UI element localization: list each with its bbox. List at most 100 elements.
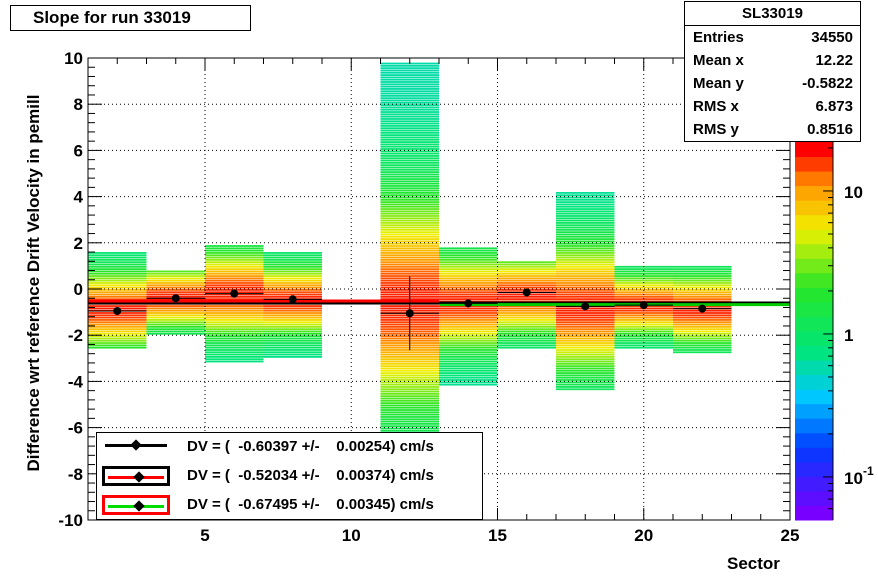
grid-lines	[88, 58, 790, 520]
heatmap-bin	[556, 309, 615, 312]
heatmap-bin	[439, 254, 498, 257]
heatmap-bin	[380, 238, 439, 240]
heatmap-bin	[673, 328, 732, 331]
heatmap-bin	[614, 272, 673, 275]
heatmap-bin	[380, 413, 439, 416]
stats-key: RMS x	[693, 98, 739, 115]
heatmap-bin	[556, 191, 615, 194]
heatmap-bin	[439, 335, 498, 338]
heatmap-bin	[380, 81, 439, 83]
heatmap-bin	[556, 381, 615, 384]
heatmap-bin	[439, 358, 498, 361]
heatmap-bin	[556, 222, 615, 224]
heatmap-bin	[380, 92, 439, 95]
heatmap-bin	[497, 265, 556, 268]
heatmap-bin	[556, 289, 615, 291]
heatmap-bin	[673, 351, 732, 354]
heatmap-bin	[380, 168, 439, 171]
heatmap-bin	[88, 286, 147, 289]
heatmap-bin	[497, 332, 556, 335]
heatmap-bin	[439, 372, 498, 374]
heatmap-bin	[263, 261, 322, 264]
heatmap-bin	[556, 314, 615, 317]
legend: DV = ( -0.60397 +/- 0.00254) cm/s DV = (…	[96, 432, 483, 520]
heatmap-bin	[263, 252, 322, 254]
heatmap-bin	[380, 247, 439, 250]
heatmap-bin	[673, 312, 732, 314]
heatmap-bin	[439, 346, 498, 349]
heatmap-bin	[380, 263, 439, 266]
heatmap-bin	[88, 344, 147, 347]
heatmap-bin	[439, 349, 498, 351]
heatmap-bin	[146, 332, 205, 335]
heatmap-bin	[439, 268, 498, 271]
heatmap-bin	[556, 275, 615, 277]
heatmap-bin	[263, 282, 322, 284]
heatmap-bin	[88, 261, 147, 264]
heatmap-bin	[380, 101, 439, 104]
stats-value: 0.8516	[807, 121, 853, 138]
palette-cell	[795, 505, 833, 521]
legend-text: DV = ( -0.60397 +/- 0.00254) cm/s	[187, 438, 434, 455]
heatmap-bin	[673, 319, 732, 321]
heatmap-bin	[556, 358, 615, 361]
stats-value: 6.873	[815, 98, 853, 115]
heatmap-bin	[614, 319, 673, 321]
heatmap-bin	[380, 258, 439, 261]
palette-cell	[795, 476, 833, 492]
heatmap-bin	[88, 321, 147, 324]
heatmap-bin	[497, 337, 556, 340]
heatmap-bin	[439, 337, 498, 340]
heatmap-bin	[380, 108, 439, 111]
heatmap-bin	[556, 228, 615, 231]
heatmap-bin	[380, 219, 439, 222]
heatmap-bin	[380, 205, 439, 208]
profile-point	[171, 294, 180, 303]
heatmap-bin	[673, 279, 732, 282]
heatmap-bin	[380, 127, 439, 130]
heatmap-bin	[673, 284, 732, 287]
heatmap-bin	[263, 277, 322, 280]
heatmap-bin	[205, 330, 264, 333]
legend-dot	[133, 500, 145, 512]
heatmap-bin	[263, 291, 322, 294]
heatmap-bin	[556, 261, 615, 264]
heatmap-bin	[380, 88, 439, 90]
heatmap-bin	[556, 383, 615, 386]
heatmap-bin	[380, 166, 439, 169]
heatmap-bin	[556, 233, 615, 236]
heatmap-bin	[439, 258, 498, 261]
stats-row-mean-y: Mean y -0.5822	[685, 72, 860, 95]
y-tick-label: 2	[74, 234, 83, 253]
palette-tick-label: 1	[844, 326, 853, 345]
stats-value: 12.22	[815, 52, 853, 69]
heatmap-bin	[88, 275, 147, 277]
heatmap-bin	[380, 224, 439, 227]
heatmap-bin	[205, 323, 264, 326]
heatmap-bin	[205, 305, 264, 307]
heatmap-bin	[380, 376, 439, 379]
heatmap-bin	[263, 314, 322, 317]
heatmap-bin	[673, 314, 732, 317]
heatmap-bin	[146, 321, 205, 324]
heatmap-bin	[673, 268, 732, 271]
palette-cell	[795, 156, 833, 172]
heatmap-bin	[556, 272, 615, 275]
heatmap-bin	[263, 353, 322, 356]
heatmap-bin	[263, 309, 322, 312]
heatmap-bin	[380, 104, 439, 107]
heatmap-bin	[439, 323, 498, 326]
heatmap-bin	[439, 319, 498, 321]
heatmap-bin	[556, 256, 615, 259]
heatmap-bin	[439, 289, 498, 291]
heatmap-bin	[556, 337, 615, 340]
heatmap-bin	[497, 319, 556, 321]
heatmap-bin	[380, 268, 439, 271]
heatmap-bin	[556, 369, 615, 372]
palette-cell	[795, 142, 833, 158]
heatmap-bin	[263, 275, 322, 277]
stats-row-entries: Entries 34550	[685, 26, 860, 49]
heatmap-bin	[556, 254, 615, 257]
heatmap-bin	[556, 263, 615, 266]
heatmap-bin	[88, 305, 147, 307]
